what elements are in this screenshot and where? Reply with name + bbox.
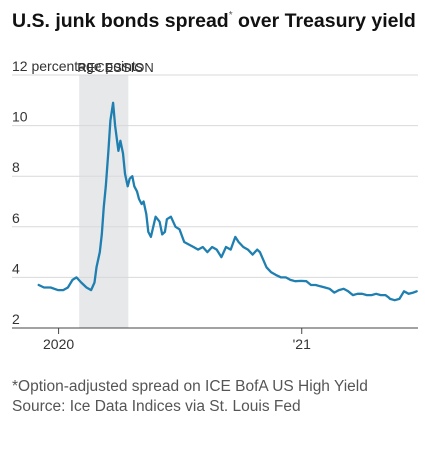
- chart-title: U.S. junk bonds spread* over Treasury yi…: [12, 10, 416, 33]
- annotation-layer: RECESSION: [77, 60, 154, 75]
- gridlines: [12, 74, 418, 278]
- x-tick-label-1: '21: [293, 336, 311, 352]
- chart-title-rest: over Treasury yield: [232, 10, 416, 32]
- chart-title-main: U.S. junk bonds spread: [12, 10, 229, 32]
- y-tick-label-4: 4: [12, 260, 20, 276]
- series-layer: [37, 101, 418, 302]
- y-tick-label-2: 2: [12, 311, 20, 327]
- recession-label: RECESSION: [77, 60, 154, 75]
- source-note: Source: Ice Data Indices via St. Louis F…: [12, 398, 301, 415]
- x-axis: 2020 '21: [12, 327, 418, 352]
- footnote: *Option-adjusted spread on ICE BofA US H…: [12, 378, 368, 395]
- chart-notes: *Option-adjusted spread on ICE BofA US H…: [12, 377, 417, 417]
- x-tick-label-0: 2020: [43, 336, 74, 352]
- y-tick-label-12: 12 percentage points: [12, 58, 143, 74]
- y-tick-label-6: 6: [12, 210, 20, 226]
- series-line-0: [37, 101, 418, 302]
- y-tick-label-8: 8: [12, 159, 20, 175]
- line-chart: 12 percentage points 10 8 6 4 2 RECESSION 202…: [12, 58, 418, 352]
- title-footnote-mark: *: [228, 9, 233, 21]
- y-tick-labels: 12 percentage points 10 8 6 4 2: [12, 58, 143, 327]
- y-tick-label-10: 10: [12, 109, 28, 125]
